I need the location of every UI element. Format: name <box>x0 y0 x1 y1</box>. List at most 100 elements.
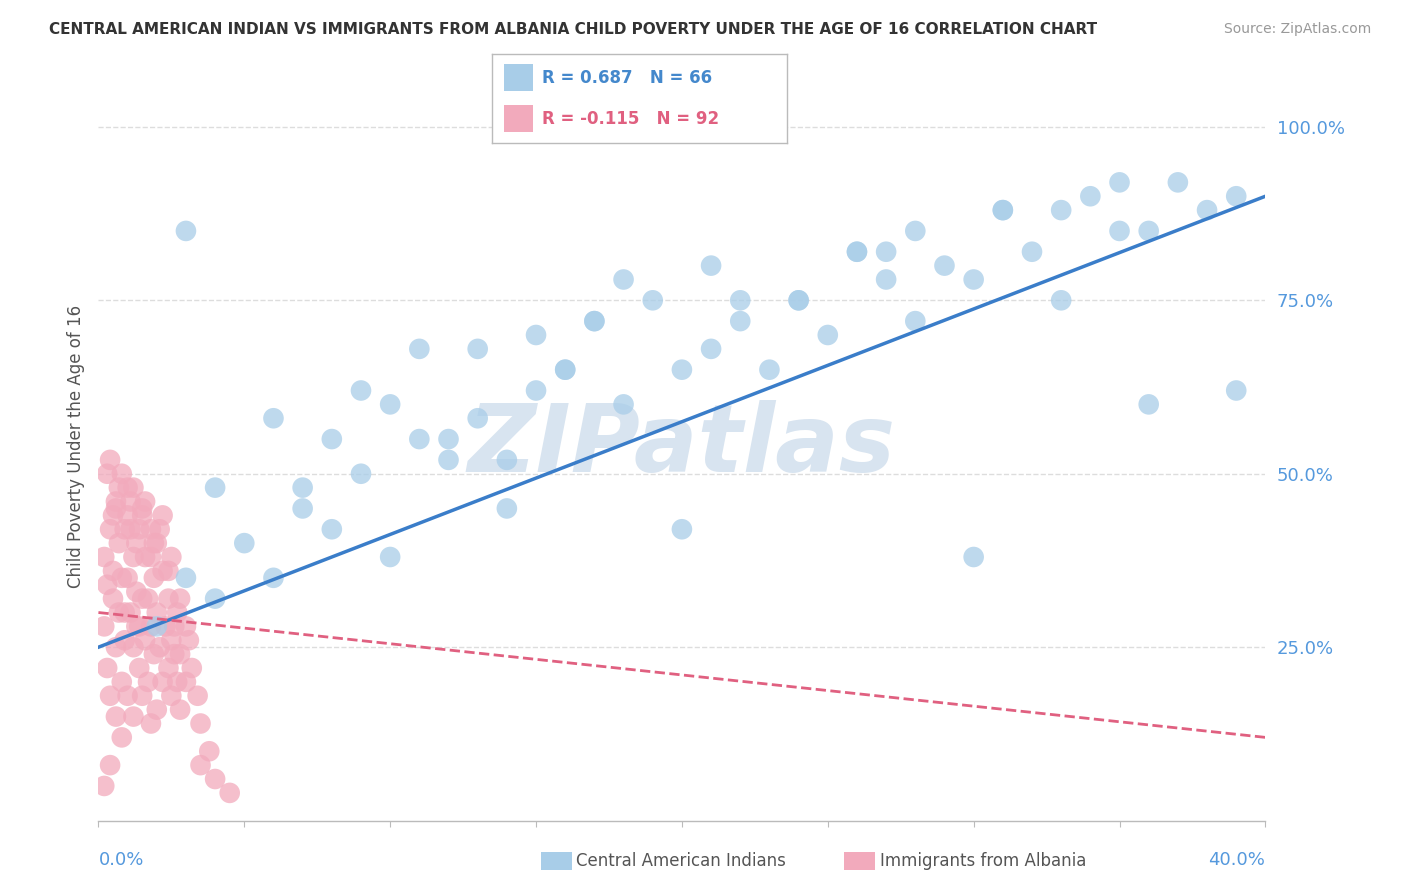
Point <box>671 522 693 536</box>
Point <box>1050 293 1073 308</box>
Point <box>174 224 197 238</box>
Point <box>190 758 212 772</box>
Point <box>120 494 142 508</box>
Point <box>1050 203 1073 218</box>
Point <box>169 591 191 606</box>
Point <box>991 203 1014 218</box>
Point <box>104 640 127 655</box>
Point <box>1137 224 1160 238</box>
Point <box>730 293 752 308</box>
Text: R = 0.687   N = 66: R = 0.687 N = 66 <box>543 69 713 87</box>
Point <box>962 549 984 564</box>
Point <box>122 640 145 655</box>
Point <box>846 244 869 259</box>
Point <box>380 549 402 564</box>
Point <box>174 571 197 585</box>
Point <box>131 591 153 606</box>
Point <box>583 314 606 328</box>
Point <box>583 314 606 328</box>
Point <box>160 549 183 564</box>
Point <box>187 689 209 703</box>
Point <box>134 633 156 648</box>
Point <box>146 536 169 550</box>
Point <box>496 453 519 467</box>
Point <box>149 522 172 536</box>
Point <box>904 224 927 238</box>
Text: R = -0.115   N = 92: R = -0.115 N = 92 <box>543 110 720 128</box>
Point <box>98 453 121 467</box>
Point <box>204 481 226 495</box>
Point <box>700 342 723 356</box>
Point <box>758 362 780 376</box>
Point <box>125 619 148 633</box>
Point <box>467 411 489 425</box>
Point <box>96 578 118 592</box>
Point <box>114 606 136 620</box>
Point <box>111 571 134 585</box>
Y-axis label: Child Poverty Under the Age of 16: Child Poverty Under the Age of 16 <box>66 304 84 588</box>
Point <box>166 606 188 620</box>
Point <box>104 709 127 723</box>
Point <box>554 362 576 376</box>
Point <box>155 619 177 633</box>
Point <box>174 619 197 633</box>
Point <box>350 467 373 481</box>
Point <box>157 661 180 675</box>
Point <box>117 571 139 585</box>
Point <box>146 703 169 717</box>
Point <box>262 411 284 425</box>
Point <box>169 647 191 661</box>
Point <box>262 571 284 585</box>
Point <box>291 481 314 495</box>
Point <box>142 571 165 585</box>
Point <box>380 397 402 411</box>
Point <box>108 606 131 620</box>
Point <box>467 342 489 356</box>
Point <box>131 508 153 523</box>
Point <box>904 314 927 328</box>
Point <box>730 314 752 328</box>
Point <box>1108 175 1130 189</box>
Point <box>846 244 869 259</box>
Point <box>136 674 159 689</box>
Point <box>1080 189 1102 203</box>
Point <box>204 772 226 786</box>
Point <box>108 481 131 495</box>
Point <box>180 661 202 675</box>
Point <box>152 674 174 689</box>
Point <box>166 674 188 689</box>
Point <box>120 606 142 620</box>
Point <box>157 591 180 606</box>
Point <box>437 453 460 467</box>
Point <box>321 432 343 446</box>
Point <box>1137 397 1160 411</box>
Point <box>139 716 162 731</box>
Point <box>96 661 118 675</box>
Point <box>117 508 139 523</box>
Point <box>408 342 430 356</box>
Text: Immigrants from Albania: Immigrants from Albania <box>880 852 1087 870</box>
Text: CENTRAL AMERICAN INDIAN VS IMMIGRANTS FROM ALBANIA CHILD POVERTY UNDER THE AGE O: CENTRAL AMERICAN INDIAN VS IMMIGRANTS FR… <box>49 22 1097 37</box>
Point <box>1108 224 1130 238</box>
Point <box>139 549 162 564</box>
Point <box>177 633 200 648</box>
Text: ZIPatlas: ZIPatlas <box>468 400 896 492</box>
Point <box>174 674 197 689</box>
Point <box>128 619 150 633</box>
Point <box>321 522 343 536</box>
Point <box>114 633 136 648</box>
Point <box>787 293 810 308</box>
Point <box>93 549 115 564</box>
Point <box>612 272 634 286</box>
Point <box>98 689 121 703</box>
Point <box>149 640 172 655</box>
Point <box>524 384 547 398</box>
Point <box>136 591 159 606</box>
Point <box>198 744 221 758</box>
Point <box>204 591 226 606</box>
Point <box>554 362 576 376</box>
Point <box>1225 384 1247 398</box>
Point <box>169 703 191 717</box>
Point <box>131 689 153 703</box>
Point <box>524 328 547 343</box>
